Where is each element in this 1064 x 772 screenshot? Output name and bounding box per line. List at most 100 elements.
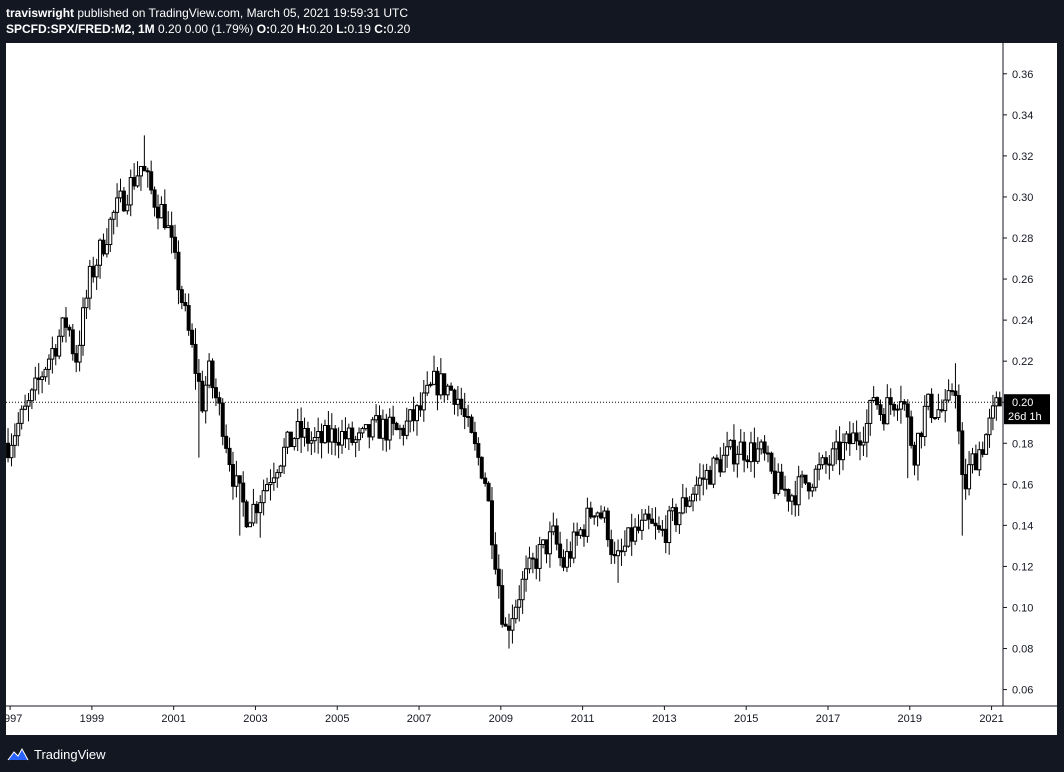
candle bbox=[288, 431, 293, 448]
candle bbox=[936, 393, 941, 421]
candle bbox=[827, 455, 832, 480]
candle bbox=[639, 509, 644, 540]
candle bbox=[564, 538, 569, 573]
candle bbox=[370, 416, 375, 441]
candle bbox=[656, 516, 661, 533]
price-axis[interactable]: 0.06 0.08 0.10 0.12 0.14 0.16 0.18 0.20 0.22 0.24… bbox=[1002, 43, 1033, 706]
candle bbox=[104, 228, 109, 258]
candle bbox=[36, 363, 41, 395]
candle bbox=[207, 353, 212, 389]
candle bbox=[810, 483, 815, 497]
candle bbox=[963, 458, 968, 500]
candle bbox=[121, 187, 126, 213]
publish-line: traviswright published on TradingView.co… bbox=[6, 5, 410, 21]
symbol-label[interactable]: SPCFD:SPX/FRED:M2, 1M bbox=[6, 22, 155, 36]
candle bbox=[70, 323, 75, 361]
candle bbox=[595, 511, 600, 527]
candle bbox=[687, 496, 692, 508]
candle bbox=[115, 183, 120, 227]
candle bbox=[449, 382, 454, 392]
candle bbox=[803, 474, 808, 485]
candle bbox=[309, 431, 314, 456]
candle bbox=[305, 421, 310, 452]
candle bbox=[472, 421, 477, 451]
candle bbox=[950, 383, 955, 396]
y-tick-label: 0.06 bbox=[1012, 685, 1033, 697]
price-badge-value: 0.20 bbox=[1012, 397, 1033, 409]
candle bbox=[360, 426, 365, 438]
candle bbox=[445, 383, 450, 401]
candle bbox=[817, 452, 822, 481]
candle bbox=[575, 522, 580, 546]
candle bbox=[455, 386, 460, 417]
candle bbox=[813, 465, 818, 492]
close-value: 0.20 bbox=[386, 22, 411, 36]
candle bbox=[663, 515, 668, 554]
candle bbox=[772, 457, 777, 499]
candle bbox=[578, 527, 583, 539]
candle bbox=[91, 256, 96, 283]
author-name[interactable]: traviswright bbox=[6, 6, 75, 20]
candle bbox=[438, 358, 443, 400]
candle bbox=[500, 569, 505, 628]
candle bbox=[265, 477, 270, 492]
candle bbox=[551, 512, 556, 536]
candle bbox=[387, 408, 392, 450]
candle bbox=[858, 431, 863, 461]
candle bbox=[711, 456, 716, 489]
candle bbox=[374, 404, 379, 423]
candle bbox=[248, 521, 253, 528]
candle bbox=[40, 371, 45, 394]
candle bbox=[616, 539, 621, 583]
time-axis[interactable]: 1997 1999 2001 2003 2005 2007 2009 2011 2013 2015… bbox=[0, 705, 1057, 725]
candle bbox=[762, 435, 767, 461]
last-price-badge: 0.20 26d 1h bbox=[1004, 394, 1050, 425]
candle bbox=[394, 421, 399, 431]
candle bbox=[316, 417, 321, 454]
candle bbox=[895, 404, 900, 421]
candle bbox=[23, 394, 28, 411]
candle bbox=[571, 522, 576, 564]
candle bbox=[759, 439, 764, 455]
x-tick-label: 2011 bbox=[571, 713, 595, 725]
candle bbox=[830, 442, 835, 471]
candle bbox=[282, 438, 287, 474]
candle bbox=[9, 433, 14, 467]
candle bbox=[786, 488, 791, 512]
chart-frame[interactable]: 0.06 0.08 0.10 0.12 0.14 0.16 0.18 0.20 0.22 0.24… bbox=[0, 43, 1057, 735]
candle bbox=[721, 442, 726, 473]
candle bbox=[612, 541, 617, 564]
y-tick-label: 0.18 bbox=[1012, 438, 1033, 450]
y-tick-label: 0.14 bbox=[1012, 520, 1033, 532]
y-tick-label: 0.32 bbox=[1012, 151, 1033, 163]
candle bbox=[200, 370, 205, 414]
candle bbox=[183, 293, 188, 312]
candle bbox=[6, 428, 11, 463]
candle bbox=[609, 529, 614, 565]
candle bbox=[953, 363, 958, 409]
candle bbox=[643, 509, 648, 521]
candle bbox=[561, 549, 566, 572]
price-chart[interactable]: 0.06 0.08 0.10 0.12 0.14 0.16 0.18 0.20 0.22 0.24… bbox=[0, 43, 1057, 735]
candle bbox=[922, 395, 927, 447]
candle bbox=[745, 455, 750, 469]
candle bbox=[796, 465, 801, 516]
x-tick-label: 2017 bbox=[816, 713, 840, 725]
candles-layer bbox=[6, 135, 1003, 649]
candle bbox=[258, 495, 263, 538]
price-badge-box bbox=[1004, 394, 1050, 425]
candle bbox=[16, 412, 21, 447]
published-text: published on TradingView.com, March 05, … bbox=[77, 6, 409, 20]
candle bbox=[599, 505, 604, 520]
candle bbox=[888, 388, 893, 415]
candle bbox=[217, 391, 222, 416]
candle bbox=[837, 426, 842, 475]
candle bbox=[46, 354, 51, 385]
candle bbox=[132, 163, 137, 190]
candle bbox=[329, 413, 334, 455]
candle bbox=[452, 388, 457, 415]
candle bbox=[738, 429, 743, 455]
candle bbox=[748, 431, 753, 472]
footer-branding[interactable]: TradingView bbox=[7, 744, 106, 764]
candle bbox=[554, 518, 559, 551]
